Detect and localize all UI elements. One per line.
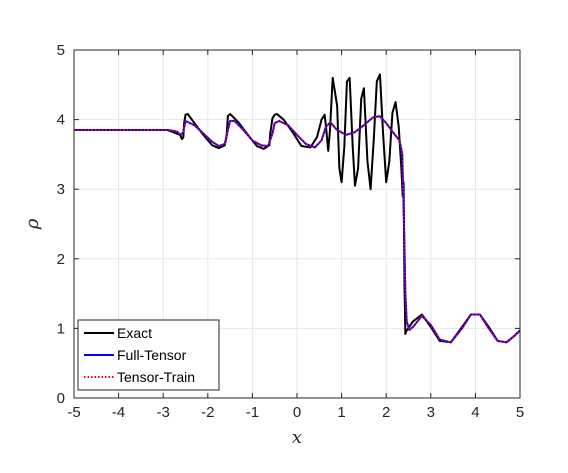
y-axis-title: ρ — [22, 218, 43, 230]
x-tick-label: 5 — [516, 404, 524, 421]
x-tick-label: 0 — [293, 404, 301, 421]
x-axis-title: x — [292, 427, 302, 448]
y-tick-label: 4 — [57, 112, 65, 129]
x-tick-label: 2 — [382, 404, 390, 421]
series-group — [74, 73, 521, 344]
y-tick-label: 2 — [57, 251, 65, 268]
legend-label: Full-Tensor — [117, 347, 187, 363]
x-tick-label: -5 — [67, 404, 80, 421]
x-tick-label: 4 — [471, 404, 479, 421]
x-tick-label: -1 — [246, 404, 259, 421]
ticks: -5 -4 -3 -2 -1 0 1 2 3 4 5 0 1 2 3 4 5 — [57, 42, 525, 421]
x-tick-label: -2 — [201, 404, 214, 421]
legend: Exact Full-Tensor Tensor-Train — [77, 319, 220, 391]
y-tick-label: 3 — [57, 181, 65, 198]
x-tick-label: -4 — [112, 404, 125, 421]
y-tick-label: 0 — [57, 390, 65, 407]
y-tick-label: 1 — [57, 320, 65, 337]
y-tick-label: 5 — [57, 42, 65, 59]
legend-label: Exact — [117, 325, 152, 341]
x-tick-label: 3 — [427, 404, 435, 421]
x-tick-label: 1 — [337, 404, 345, 421]
series-line-tensor-train — [74, 115, 521, 344]
x-tick-label: -3 — [157, 404, 170, 421]
legend-label: Tensor-Train — [117, 369, 195, 385]
